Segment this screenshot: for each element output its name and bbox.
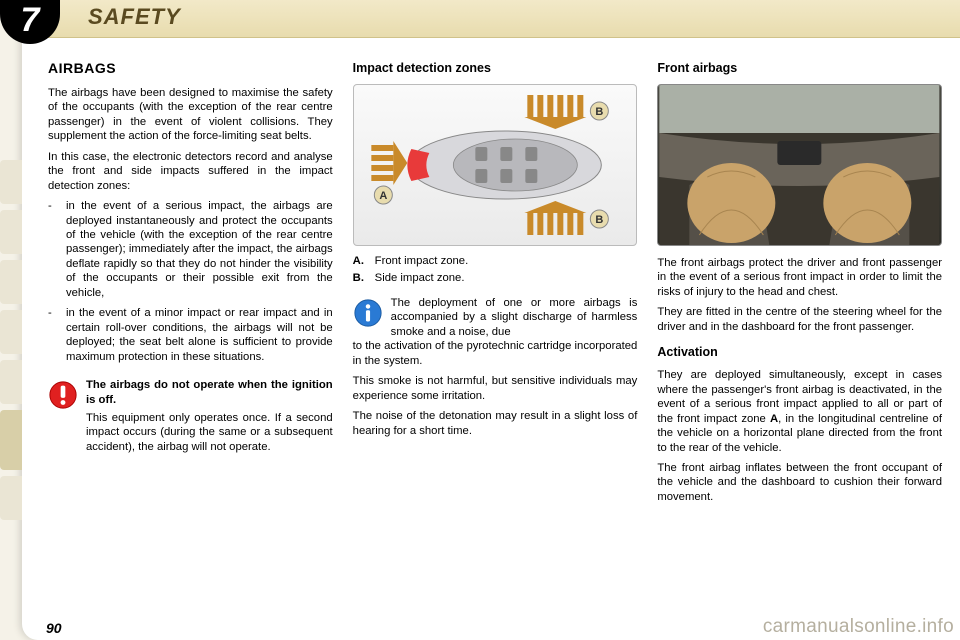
bullet-text: in the event of a serious impact, the ai… (66, 199, 333, 300)
legend-row: A. Front impact zone. (353, 254, 638, 268)
column-1: AIRBAGS The airbags have been designed t… (48, 60, 333, 610)
side-tab (0, 476, 22, 520)
body-text: This smoke is not harmful, but sensitive… (353, 374, 638, 403)
diagram-label-a: A (379, 190, 387, 202)
airbags-heading: AIRBAGS (48, 60, 333, 78)
side-tab (0, 360, 22, 404)
bullet-dash: - (48, 199, 66, 300)
warning-text: This equipment only operates once. If a … (86, 411, 333, 454)
body-text: to the activation of the pyrotechnic car… (353, 339, 638, 368)
column-2: Impact detection zones (353, 60, 638, 610)
impact-diagram: A B B (353, 84, 638, 246)
warning-text-wrap: The airbags do not operate when the igni… (86, 378, 333, 460)
side-tab (0, 310, 22, 354)
bullet-item: - in the event of a minor impact or rear… (48, 306, 333, 364)
legend-label: B. (353, 271, 375, 285)
watermark: carmanualsonline.info (763, 616, 954, 638)
warning-icon (48, 380, 78, 410)
content-area: AIRBAGS The airbags have been designed t… (48, 60, 942, 610)
body-text: The airbags have been designed to maximi… (48, 86, 333, 144)
side-tab (0, 210, 22, 254)
side-tabs (0, 160, 22, 526)
warning-bold: The airbags do not operate when the igni… (86, 378, 333, 407)
legend-text: Front impact zone. (375, 254, 469, 268)
info-block: The deployment of one or more airbags is… (353, 296, 638, 339)
front-airbags-heading: Front airbags (657, 60, 942, 76)
front-airbags-photo (657, 84, 942, 246)
legend-row: B. Side impact zone. (353, 271, 638, 285)
body-text: They are deployed simultaneously, except… (657, 368, 942, 455)
legend-label: A. (353, 254, 375, 268)
body-text: The noise of the detonation may result i… (353, 409, 638, 438)
bullet-dash: - (48, 306, 66, 364)
info-text: The deployment of one or more airbags is… (391, 296, 638, 339)
side-tab (0, 160, 22, 204)
diagram-label-b: B (595, 106, 603, 118)
bullet-text: in the event of a minor impact or rear i… (66, 306, 333, 364)
header-title: SAFETY (88, 4, 181, 30)
bullet-item: - in the event of a serious impact, the … (48, 199, 333, 300)
info-icon (353, 298, 383, 328)
activation-heading: Activation (657, 344, 942, 360)
side-tab (0, 260, 22, 304)
page-number: 90 (46, 620, 62, 636)
body-text: The front airbag inflates between the fr… (657, 461, 942, 504)
column-3: Front airbags The front airbags pro (657, 60, 942, 610)
impact-zones-heading: Impact detection zones (353, 60, 638, 76)
warning-block: The airbags do not operate when the igni… (48, 378, 333, 460)
diagram-label-b: B (595, 214, 603, 226)
side-tab-active (0, 410, 22, 470)
body-text: They are fitted in the centre of the ste… (657, 305, 942, 334)
body-text: The front airbags protect the driver and… (657, 256, 942, 299)
legend-text: Side impact zone. (375, 271, 465, 285)
body-text: In this case, the electronic detectors r… (48, 150, 333, 193)
